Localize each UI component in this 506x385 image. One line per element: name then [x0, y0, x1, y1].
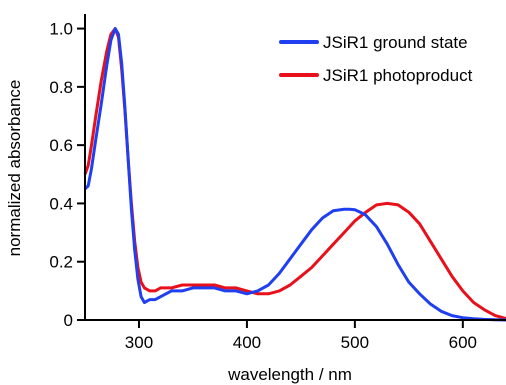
y-tick-label: 0.8: [49, 78, 73, 97]
y-tick-label: 0.4: [49, 194, 73, 213]
y-tick-label: 0.6: [49, 136, 73, 155]
x-tick-label: 500: [341, 333, 369, 352]
x-tick-label: 400: [233, 333, 261, 352]
axes: [84, 14, 506, 321]
x-axis-label: wavelength / nm: [227, 365, 352, 384]
y-axis-label: normalized absorbance: [5, 80, 24, 257]
y-tick-label: 0: [64, 311, 73, 330]
legend: JSiR1 ground state JSiR1 photoproduct: [279, 33, 473, 85]
x-tick-label: 600: [449, 333, 477, 352]
y-tick-label: 0.2: [49, 253, 73, 272]
legend-label: JSiR1 photoproduct: [323, 66, 473, 85]
series-line-ground-state: [83, 27, 506, 322]
y-tick-label: 1.0: [49, 20, 73, 39]
plot-lines: [83, 27, 506, 322]
ticks: 300 400 500 600 0 0.2 0.4 0.6 0.8 1.0: [49, 20, 477, 352]
legend-label: JSiR1 ground state: [323, 33, 468, 52]
x-tick-label: 300: [125, 333, 153, 352]
